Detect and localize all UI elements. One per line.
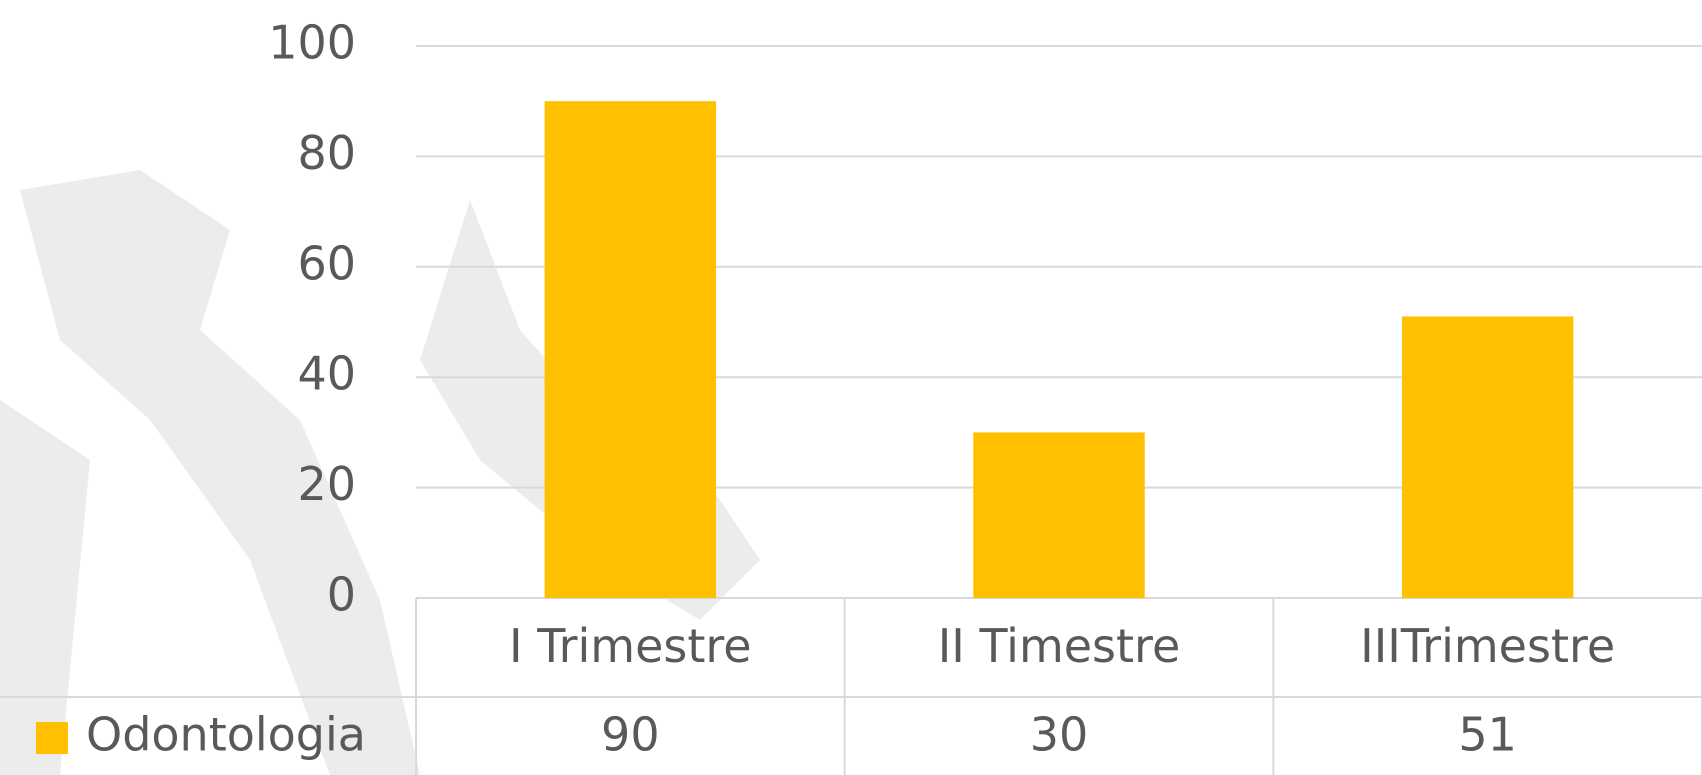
x-tick-label: I Trimestre [509,619,752,673]
bar [973,432,1145,598]
y-tick-label: 0 [327,568,356,622]
table-value: 51 [1458,708,1517,762]
y-tick-label: 80 [297,126,356,180]
x-tick-label: IIITrimestre [1360,619,1615,673]
y-tick-label: 100 [268,16,356,70]
bar [1401,316,1574,598]
x-tick-label: II Timestre [938,619,1181,673]
y-tick-label: 40 [297,347,356,401]
legend-swatch [36,722,68,754]
y-tick-label: 60 [297,236,356,290]
y-tick-label: 20 [297,457,356,511]
table-value: 90 [601,708,660,762]
legend-label: Odontologia [86,708,366,762]
table-value: 30 [1030,708,1089,762]
bar [544,101,717,598]
